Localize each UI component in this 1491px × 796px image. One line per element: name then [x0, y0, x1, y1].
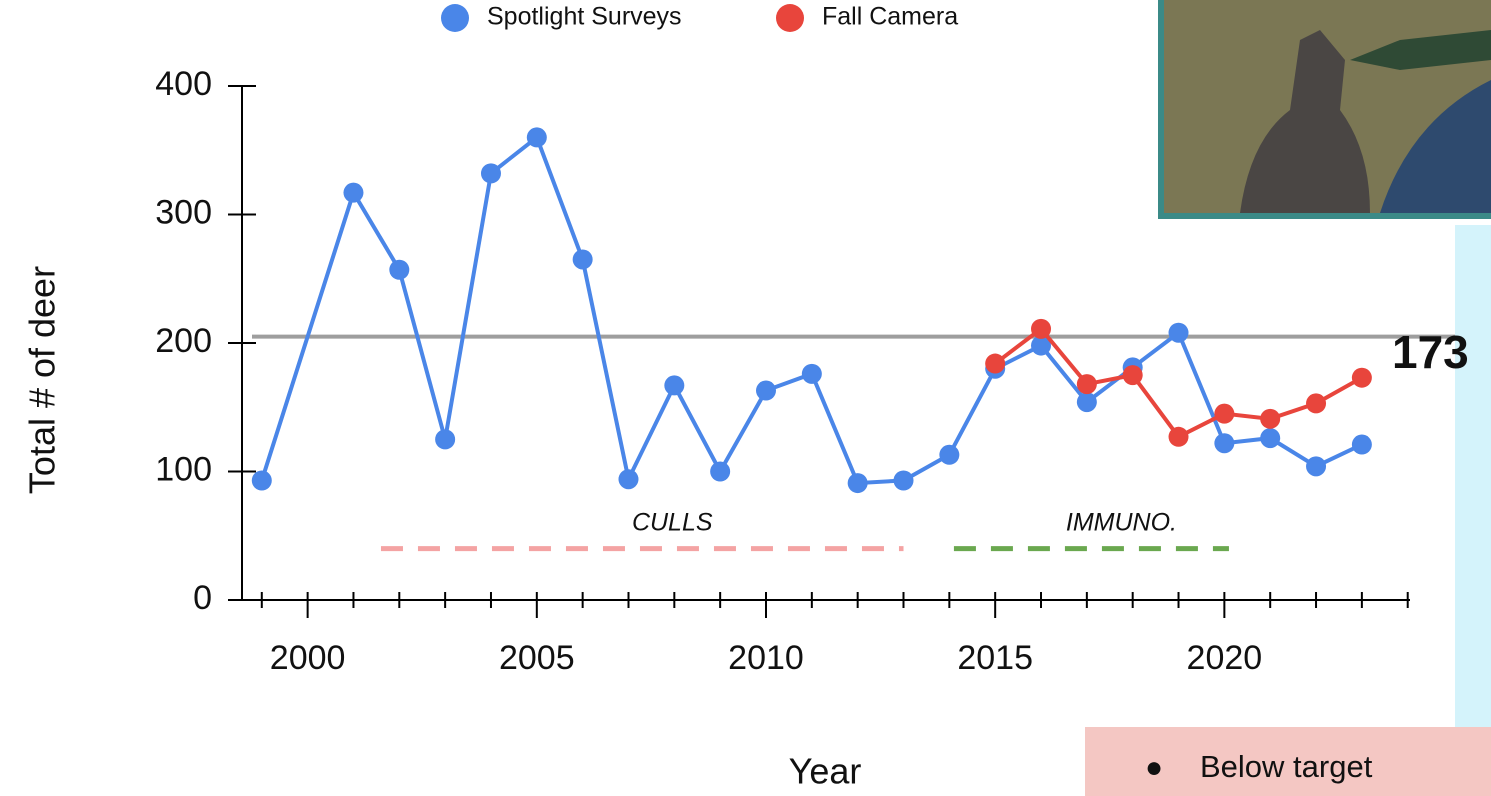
page: {"chart_data": {"type": "line", "x_label… [0, 0, 1491, 796]
x-tick-label: 2005 [499, 639, 575, 677]
end-label: 173 [1392, 326, 1469, 378]
data-point [1352, 368, 1372, 388]
x-tick-label: 2020 [1187, 639, 1263, 677]
data-point [1031, 319, 1051, 339]
data-point [252, 470, 272, 490]
period-label: IMMUNO. [1066, 509, 1177, 537]
data-point [481, 163, 501, 183]
data-point [573, 249, 593, 269]
period-label: CULLS [632, 509, 713, 537]
note: Below target [1200, 749, 1373, 784]
data-point [389, 260, 409, 280]
legend-label: Spotlight Surveys [487, 3, 682, 31]
y-tick-label: 300 [155, 193, 212, 231]
x-tick-label: 2015 [957, 639, 1033, 677]
data-point [939, 445, 959, 465]
data-point [756, 381, 776, 401]
data-point [343, 183, 363, 203]
data-point [664, 375, 684, 395]
data-point [618, 469, 638, 489]
data-point [1214, 404, 1234, 424]
data-point [985, 354, 1005, 374]
y-axis-label: Total # of deer [22, 266, 63, 494]
data-point [435, 429, 455, 449]
data-point [1169, 323, 1189, 343]
legend-marker [441, 4, 469, 32]
data-point [1169, 427, 1189, 447]
data-point [710, 462, 730, 482]
slide: ● Below target Total # of deer Year 0 100… [0, 0, 1491, 796]
x-axis-label: Year [789, 751, 862, 792]
y-tick-label: 0 [193, 579, 212, 617]
y-tick-label: 100 [155, 450, 212, 488]
data-point [1260, 409, 1280, 429]
data-point [1214, 433, 1234, 453]
data-point [1306, 393, 1326, 413]
data-point [1306, 456, 1326, 476]
bullet: ● [1145, 751, 1163, 784]
legend-label: Fall Camera [822, 3, 958, 31]
y-tick-label: 400 [155, 65, 212, 103]
data-point [1077, 374, 1097, 394]
data-point [802, 364, 822, 384]
data-point [894, 470, 914, 490]
data-point [1260, 428, 1280, 448]
data-point [848, 473, 868, 493]
data-point [1077, 392, 1097, 412]
data-point [1352, 435, 1372, 455]
side-panel [1455, 225, 1491, 730]
data-point [1123, 365, 1143, 385]
legend-marker [776, 4, 804, 32]
y-tick-label: 200 [155, 322, 212, 360]
data-point [527, 127, 547, 147]
photo [1158, 0, 1491, 219]
x-tick-label: 2010 [728, 639, 804, 677]
x-tick-label: 2000 [270, 639, 346, 677]
